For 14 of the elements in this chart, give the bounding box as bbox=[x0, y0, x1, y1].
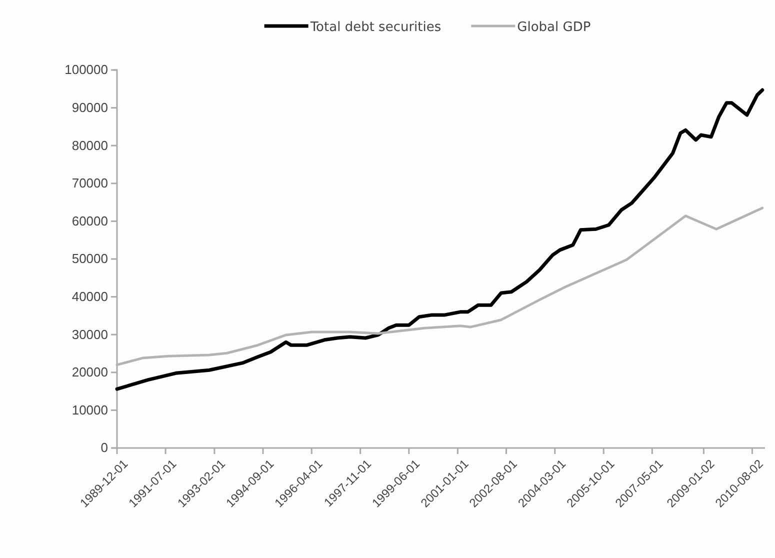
y-tick-label: 30000 bbox=[72, 326, 108, 342]
y-tick-label: 20000 bbox=[72, 364, 108, 380]
y-tick-label: 90000 bbox=[72, 100, 108, 115]
y-tick-label: 60000 bbox=[72, 213, 108, 228]
legend-label: Total debt securities bbox=[309, 20, 442, 35]
y-tick-label: 40000 bbox=[72, 288, 108, 304]
y-tick-label: 100000 bbox=[64, 62, 108, 78]
line-series bbox=[115, 88, 764, 391]
y-tick-label: 80000 bbox=[72, 138, 108, 153]
legend-label: Global GDP bbox=[517, 20, 591, 35]
y-tick-label: 70000 bbox=[72, 176, 108, 191]
y-tick-label: 50000 bbox=[72, 251, 108, 266]
y-tick-label: 0 bbox=[100, 440, 108, 456]
y-tick-label: 10000 bbox=[72, 402, 108, 418]
